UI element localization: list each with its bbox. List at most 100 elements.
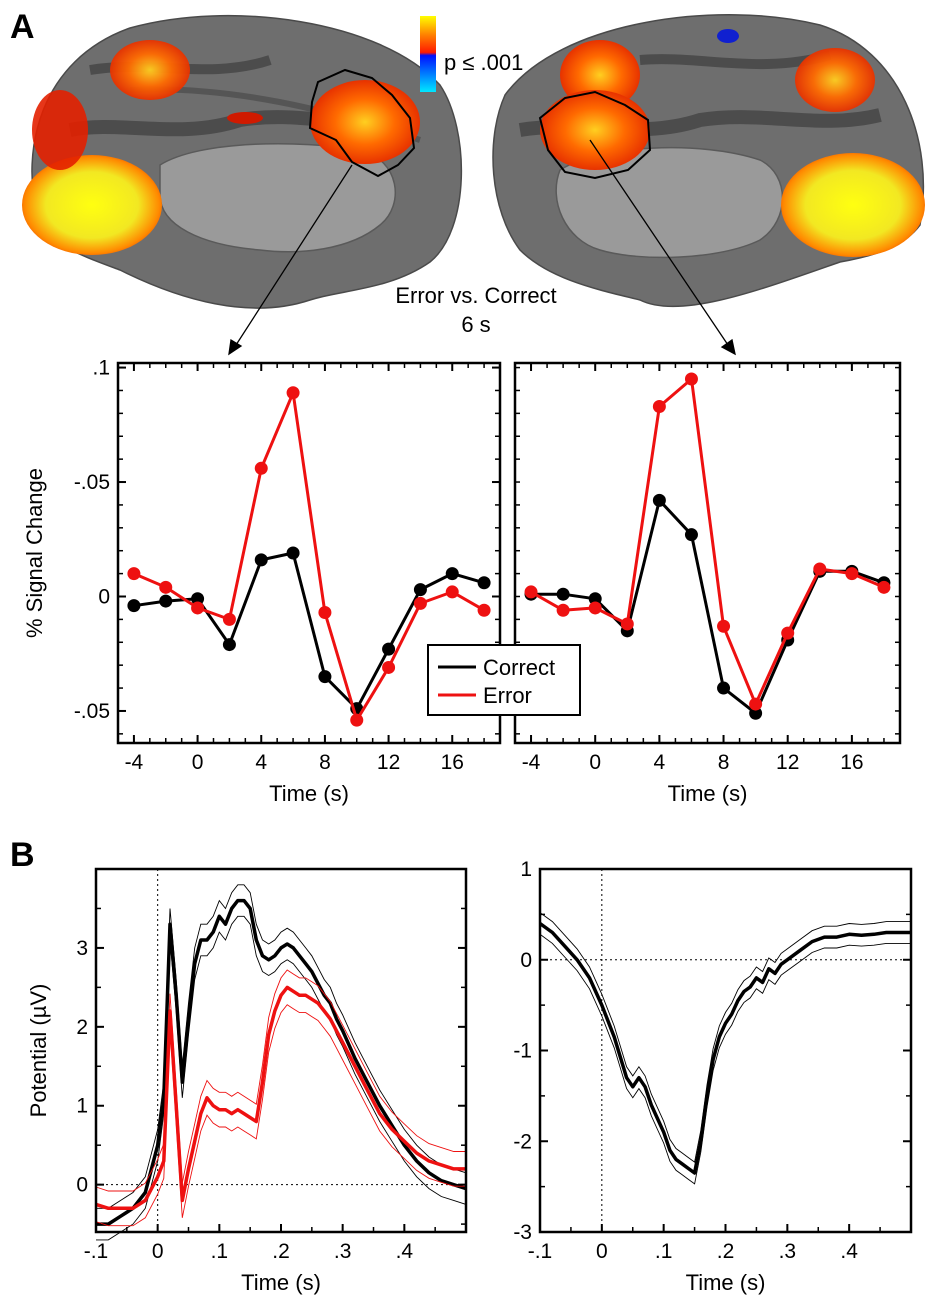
- point-error: [684, 372, 698, 386]
- x-tick-label: -.1: [528, 1240, 553, 1263]
- x-tick-label: .4: [840, 1240, 858, 1263]
- point-error: [877, 580, 891, 594]
- point-error: [588, 601, 602, 615]
- roi-arrows: [228, 139, 736, 356]
- point-correct: [254, 553, 268, 567]
- point-correct: [477, 576, 491, 590]
- point-correct: [413, 583, 427, 597]
- colorbar: [420, 16, 436, 92]
- point-error: [191, 601, 205, 615]
- x-tick-label: .1: [211, 1240, 229, 1263]
- plot-frame: [538, 867, 913, 1234]
- point-error: [445, 585, 459, 599]
- series-error-band-upper: [95, 969, 466, 1192]
- chart-a-left: -4 0 4 8 12 16 .1 -.05 0 -.05 Time (s) % Signal Cha…: [22, 357, 502, 806]
- arrow-left-head: [228, 338, 243, 356]
- point-correct: [652, 493, 666, 507]
- x-axis-label: Time (s): [686, 1270, 766, 1295]
- legend-label-correct: Correct: [483, 655, 555, 680]
- x-tick-label: -4: [522, 751, 541, 774]
- point-error: [556, 603, 570, 617]
- point-error: [781, 626, 795, 640]
- x-tick-label: -.1: [84, 1240, 109, 1263]
- point-error: [413, 596, 427, 610]
- point-error: [477, 603, 491, 617]
- point-error: [318, 606, 332, 620]
- point-error: [286, 386, 300, 400]
- x-tick-label: .1: [655, 1240, 673, 1263]
- y-tick-label: 0: [76, 1174, 88, 1197]
- point-error: [524, 585, 538, 599]
- y-axis-label: Potential (µV): [26, 984, 51, 1118]
- point-error: [652, 399, 666, 413]
- x-tick-label: .2: [272, 1240, 290, 1263]
- arrow-left: [235, 164, 353, 346]
- series-line-correct: [531, 498, 885, 715]
- point-error: [159, 580, 173, 594]
- panel-label-a: A: [10, 8, 35, 46]
- chart-a-right: -4 0 4 8 12 16 Time (s): [513, 361, 902, 806]
- point-error: [222, 612, 236, 626]
- legend: Correct Error: [427, 644, 581, 716]
- point-correct: [159, 594, 173, 608]
- x-tick-label: -4: [125, 751, 144, 774]
- point-correct: [588, 592, 602, 606]
- y-tick-label: -.05: [74, 471, 110, 494]
- point-error: [127, 567, 141, 581]
- point-error: [620, 617, 634, 631]
- x-tick-label: 12: [377, 751, 400, 774]
- point-correct: [318, 670, 332, 684]
- x-tick-label: 8: [319, 751, 331, 774]
- point-correct: [191, 592, 205, 606]
- y-tick-label: -2: [513, 1130, 532, 1153]
- legend-box: [427, 644, 581, 716]
- x-tick-label: 12: [776, 751, 799, 774]
- y-axis-label: % Signal Change: [22, 468, 47, 638]
- colorbar-label: p ≤ .001: [444, 50, 523, 75]
- contrast-label: Error vs. Correct: [395, 283, 556, 308]
- point-error: [717, 619, 731, 633]
- x-axis-label: Time (s): [668, 781, 748, 806]
- x-tick-label: 16: [441, 751, 464, 774]
- series-line-difference: [538, 922, 911, 1175]
- x-tick-label: .2: [717, 1240, 735, 1263]
- y-tick-label: -1: [513, 1040, 532, 1063]
- x-tick-label: 0: [596, 1240, 608, 1263]
- x-tick-label: .3: [334, 1240, 352, 1263]
- y-tick-label: 0: [520, 949, 532, 972]
- series-line-correct: [96, 898, 467, 1226]
- point-error: [350, 713, 364, 727]
- y-tick-label: 2: [76, 1016, 88, 1039]
- x-tick-label: 4: [255, 751, 267, 774]
- chart-b-left: -.1 0 .1 .2 .3 .4 0 1 2 3 Time (s) Potential (µV): [26, 867, 468, 1295]
- y-tick-label: 3: [76, 937, 88, 960]
- arrow-right-head: [720, 338, 736, 356]
- brain-left-hemisphere: [22, 14, 463, 309]
- series-difference-band-lower: [539, 933, 911, 1185]
- y-tick-label: -3: [513, 1221, 532, 1244]
- series-line-error: [530, 377, 885, 706]
- point-correct: [286, 546, 300, 560]
- y-tick-label: .1: [92, 357, 110, 380]
- x-tick-label: 0: [152, 1240, 164, 1263]
- y-tick-label: -.05: [74, 700, 110, 723]
- y-tick-label: 0: [98, 585, 110, 608]
- point-error: [749, 697, 763, 711]
- plot-frame: [94, 867, 468, 1234]
- chart-b-right: -.1 0 .1 .2 .3 .4 1 0 -1 -2 -3 Time (s): [513, 858, 913, 1295]
- legend-label-error: Error: [483, 683, 532, 708]
- series-difference-band-upper: [539, 912, 911, 1163]
- x-tick-label: .3: [779, 1240, 797, 1263]
- point-correct: [749, 706, 763, 720]
- x-axis-label: Time (s): [269, 781, 349, 806]
- point-correct: [684, 528, 698, 542]
- series-line-error: [95, 985, 466, 1211]
- brain-right-hemisphere: [492, 14, 925, 308]
- point-error: [254, 461, 268, 475]
- y-tick-label: 1: [76, 1095, 88, 1118]
- panel-label-b: B: [10, 836, 35, 874]
- arrow-right: [589, 139, 729, 346]
- point-error: [382, 660, 396, 674]
- x-tick-label: 0: [589, 751, 601, 774]
